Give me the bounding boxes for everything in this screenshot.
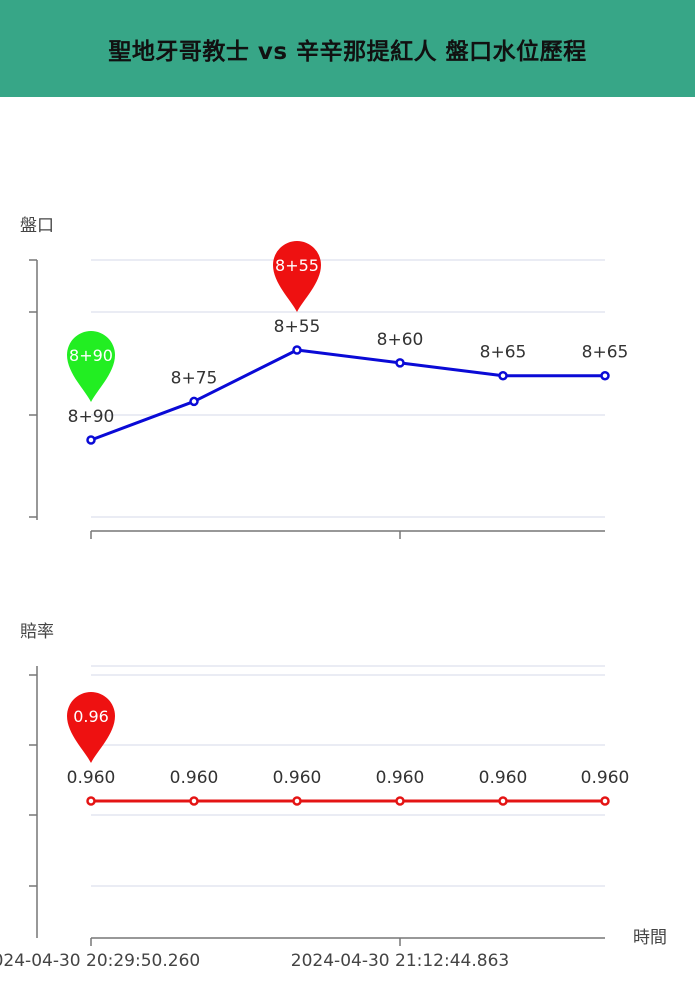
x-tick-label: 2024-04-30 21:12:44.863 — [291, 951, 509, 971]
marker-pin-max-handicap-label: 8+55 — [275, 256, 319, 275]
data-label-handicap: 8+65 — [480, 343, 527, 363]
data-point-handicap — [189, 396, 199, 407]
data-point-handicap — [292, 345, 302, 355]
x-tick-label: 2024-04-30 20:29:50.260 — [0, 951, 200, 971]
data-point-odds — [498, 796, 508, 806]
data-label-odds: 0.960 — [67, 768, 116, 788]
marker-pin-max-odds-label: 0.96 — [73, 707, 109, 726]
data-point-handicap — [395, 358, 405, 368]
data-label-odds: 0.960 — [376, 768, 425, 788]
data-point-odds — [189, 796, 199, 806]
data-label-odds: 0.960 — [170, 768, 219, 788]
header-bar: 聖地牙哥教士 vs 辛辛那提紅人 盤口水位歷程 — [0, 0, 695, 97]
data-point-odds — [395, 796, 405, 806]
data-point-handicap — [86, 435, 96, 445]
marker-pin-min-handicap — [67, 331, 115, 402]
series-line-handicap — [90, 348, 605, 442]
y-axis-title-odds: 賠率 — [20, 622, 54, 642]
data-point-odds — [86, 796, 96, 806]
x-axis-title: 時間 — [633, 928, 667, 948]
marker-pin-max-handicap — [273, 241, 321, 312]
data-label-handicap: 8+60 — [377, 330, 424, 350]
data-point-odds — [600, 796, 610, 806]
y-axis-title-handicap: 盤口 — [20, 216, 54, 236]
data-point-handicap — [498, 370, 508, 381]
data-label-odds: 0.960 — [273, 768, 322, 788]
data-label-odds: 0.960 — [581, 768, 630, 788]
data-label-handicap: 8+65 — [582, 343, 629, 363]
page-title: 聖地牙哥教士 vs 辛辛那提紅人 盤口水位歷程 — [108, 38, 587, 65]
marker-pin-max-odds — [67, 692, 115, 763]
data-point-odds — [292, 796, 302, 806]
data-point-handicap — [600, 370, 610, 381]
data-label-handicap: 8+75 — [171, 368, 218, 388]
data-label-handicap: 8+55 — [274, 317, 321, 337]
marker-pin-min-handicap-label: 8+90 — [69, 346, 113, 365]
data-label-odds: 0.960 — [479, 768, 528, 788]
data-label-handicap: 8+90 — [68, 407, 115, 427]
